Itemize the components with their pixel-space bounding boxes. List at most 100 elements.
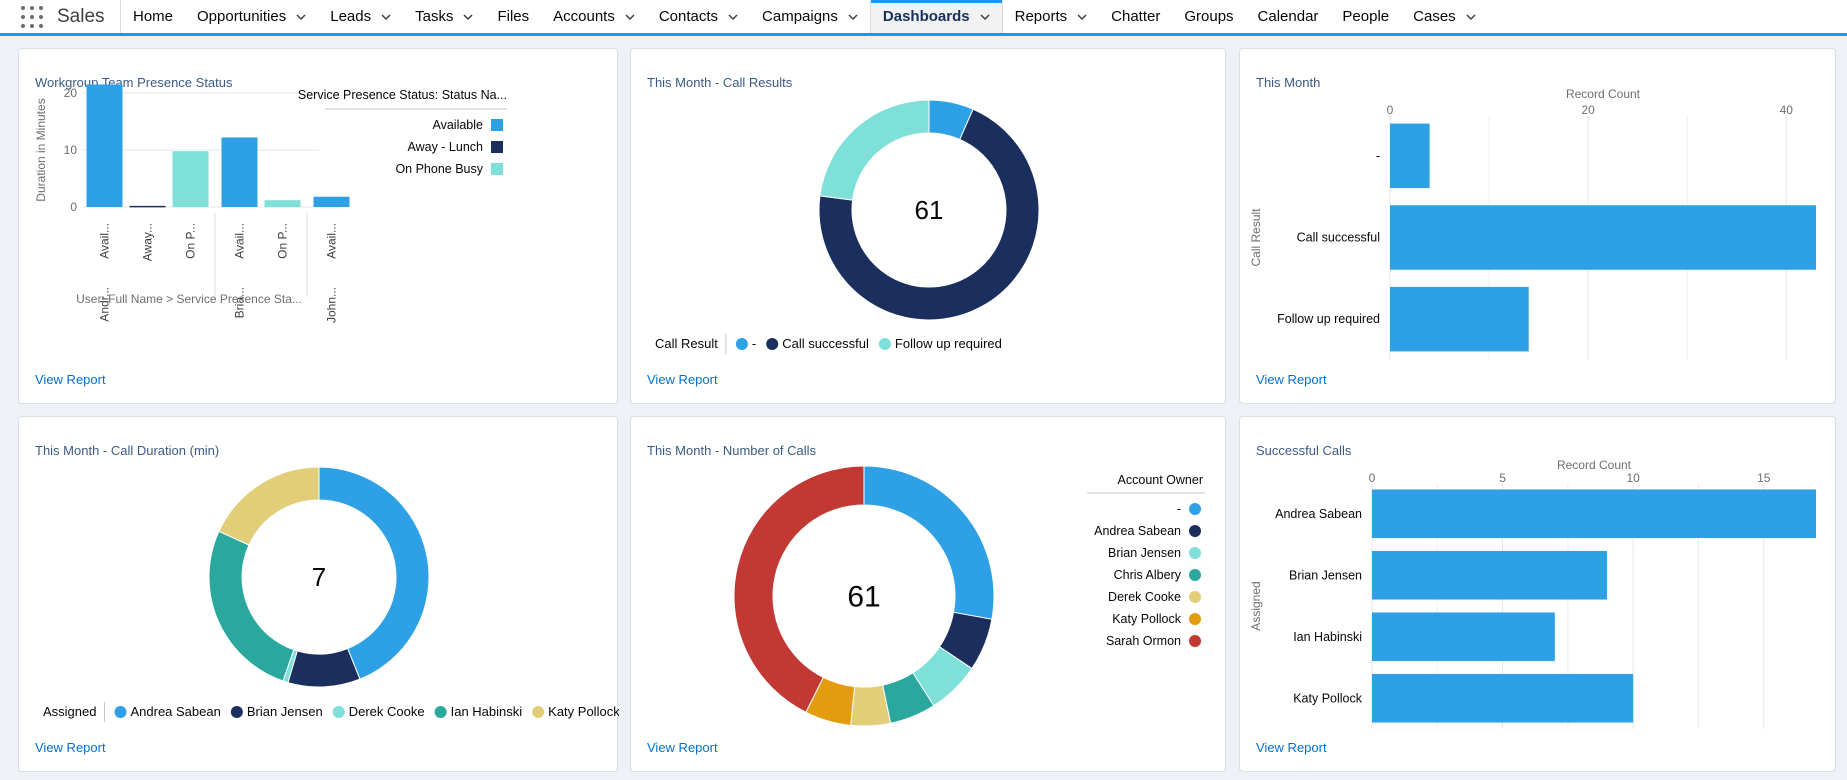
chevron-down-icon[interactable] [463,12,473,22]
x-axis-title: User: Full Name > Service Presence Sta..… [76,292,302,306]
y-axis-title: Call Result [1249,208,1263,267]
bar-brian-jensen [1372,550,1608,600]
tab-dashboards[interactable]: Dashboards [869,0,1003,33]
chart-call-results: 61 Call Result - Call successful Follow up r… [655,99,1040,354]
tab-home[interactable]: Home [121,0,185,33]
x-tick-label: On P... [184,223,198,259]
card-call-duration: This Month - Call Duration (min) 7 Assign… [18,416,619,772]
legend-entry-derek-cooke: Derek Cooke [1108,590,1181,604]
view-report-link[interactable]: View Report [1256,372,1327,387]
x-axis-title: Record Count [1566,87,1641,101]
app-launcher-icon[interactable] [21,5,43,28]
tab-reports[interactable]: Reports [1003,0,1100,33]
tab-cases[interactable]: Cases [1401,0,1488,33]
bar-bria-on-p [264,200,301,207]
tab-people[interactable]: People [1330,0,1401,33]
tab-label: Home [133,8,174,25]
chevron-down-icon[interactable] [381,12,391,22]
y-tick-label: - [1376,149,1380,163]
legend-marker-dash [735,338,748,350]
y-tick-label: Katy Pollock [1293,691,1363,705]
legend-entry-derek-cooke: Derek Cooke [349,704,425,719]
card-title: Successful Calls [1256,443,1352,458]
view-report-link[interactable]: View Report [35,372,106,387]
legend-marker-derek-cooke [332,706,345,718]
chevron-down-icon[interactable] [980,12,990,22]
tab-chatter[interactable]: Chatter [1099,0,1172,33]
card-call-results: This Month - Call Results 61 Call Result -… [630,48,1226,404]
card-this-month: This Month Record Count 0 20 40 - Call succes… [1239,48,1836,404]
x-tick-label: 5 [1499,471,1506,485]
chart-call-duration: 7 Assigned Andrea Sabean Brian Jensen Derek … [43,466,619,722]
tab-groups[interactable]: Groups [1172,0,1245,33]
legend-entry-brian-jensen: Brian Jensen [247,704,323,719]
y-tick-label: 10 [64,143,78,157]
tab-files[interactable]: Files [485,0,541,33]
chevron-down-icon[interactable] [296,12,306,22]
legend-entry-katy-pollock: Katy Pollock [548,704,619,719]
tab-label: Calendar [1257,8,1319,25]
tab-opportunities[interactable]: Opportunities [185,0,318,33]
chart-successful-calls: Record Count 0 5 10 15 Andrea Sabean Brian Jen… [1249,458,1816,729]
chart-this-month: Record Count 0 20 40 - Call successful Follow … [1249,87,1816,360]
legend-entry-sarah-ormon: Sarah Ormon [1106,634,1181,648]
y-axis-title: Assigned [1249,581,1263,630]
tab-label: Accounts [553,8,615,25]
card-number-of-calls: This Month - Number of Calls 61 Account O… [630,416,1226,772]
tab-label: Reports [1014,8,1068,25]
bar-ian-habinski [1372,612,1555,662]
chevron-down-icon[interactable] [728,12,738,22]
legend-entry-chris-albery: Chris Albery [1114,568,1182,582]
x-group-label: Andr... [98,287,112,322]
app-name: Sales [57,5,105,27]
donut-slice-dash [863,465,995,620]
tab-label: Contacts [658,8,719,25]
legend-marker-andrea-sabean [114,706,127,718]
chevron-down-icon[interactable] [1077,12,1087,22]
legend-marker-follow-up-required [878,338,891,350]
legend-entry-brian-jensen: Brian Jensen [1108,546,1181,560]
tab-label: Tasks [415,8,454,25]
legend-entry-andrea-sabean: Andrea Sabean [1094,524,1181,538]
legend-entry-available: Available [432,118,483,132]
legend-marker-katy-pollock [1189,613,1201,625]
y-tick-label: Follow up required [1277,312,1380,326]
chevron-down-icon[interactable] [625,12,635,22]
y-tick-label: 20 [64,86,78,100]
x-tick-label: Avail... [98,223,112,259]
donut-slice-ian-habinski [208,530,295,682]
tab-label: Leads [330,8,372,25]
chevron-down-icon[interactable] [1466,12,1476,22]
bar-follow-up-required [1390,286,1529,352]
chevron-down-icon[interactable] [848,12,858,22]
tab-tasks[interactable]: Tasks [403,0,485,33]
x-tick-label: 0 [1387,103,1394,117]
view-report-link[interactable]: View Report [35,740,106,755]
tab-accounts[interactable]: Accounts [541,0,647,33]
donut-slice-follow-up-required [819,99,930,201]
x-group-label: Bria... [233,287,247,318]
tab-calendar[interactable]: Calendar [1246,0,1331,33]
app-launcher-area: Sales [0,0,121,33]
view-report-link[interactable]: View Report [1256,740,1327,755]
legend-marker-brian-jensen [230,706,243,718]
chart-number-of-calls: 61 Account Owner - Andrea Sabean Brian Jense… [733,465,1205,727]
tab-leads[interactable]: Leads [318,0,403,33]
chart-presence: 0 10 20 Duration in Minutes Avail... Away... O… [34,84,507,323]
x-tick-label: Avail... [233,223,247,259]
donut-slice-brian-jensen [287,647,361,688]
tab-contacts[interactable]: Contacts [647,0,750,33]
view-report-link[interactable]: View Report [647,740,718,755]
tab-label: Dashboards [882,8,970,25]
legend-marker-brian-jensen [1189,547,1201,559]
tab-label: Groups [1184,8,1234,25]
legend-title: Account Owner [1118,473,1203,487]
x-tick-label: 40 [1780,103,1794,117]
tab-campaigns[interactable]: Campaigns [750,0,870,33]
view-report-link[interactable]: View Report [647,372,718,387]
x-tick-label: On P... [276,223,290,259]
bar-andr-away [129,205,166,208]
y-tick-label: Call successful [1297,231,1380,245]
legend-title: Assigned [43,704,96,719]
bar-andr-on-p [172,151,209,207]
